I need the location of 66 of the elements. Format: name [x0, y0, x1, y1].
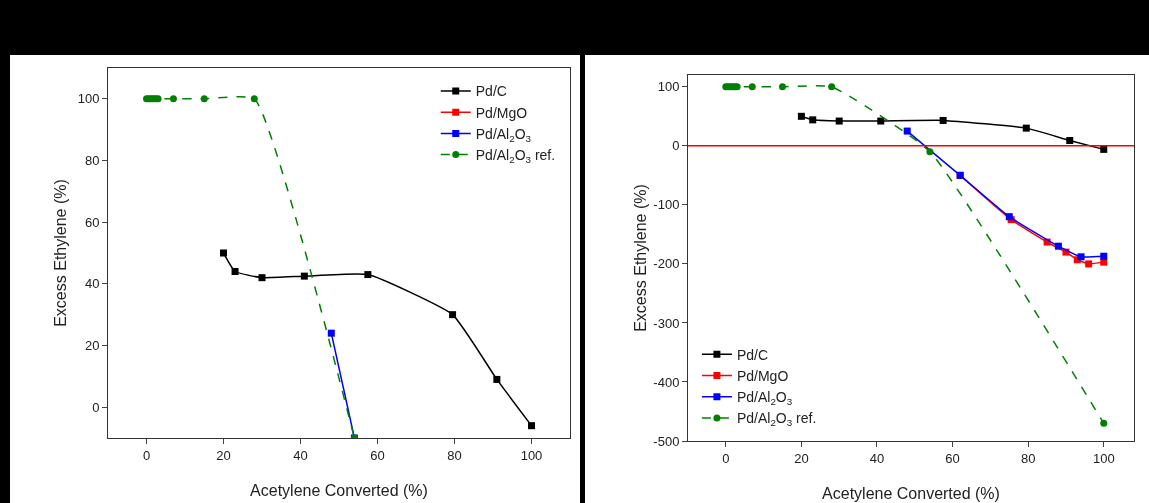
point: [835, 117, 843, 125]
point: [449, 311, 457, 319]
legend-label: Pd/MgO: [736, 367, 789, 384]
point: [1085, 260, 1093, 268]
point: [1100, 252, 1108, 260]
x-tick-label: 0: [722, 450, 730, 466]
point: [828, 83, 836, 91]
point: [1077, 253, 1085, 261]
x-tick-label: 20: [216, 447, 231, 463]
legend-label: Pd/Al$_{2}$O$_{3}$ ref.: [736, 410, 817, 429]
x-tick-label: 20: [794, 450, 809, 466]
legend-label: Pd/C: [736, 346, 769, 363]
y-tick-label: 0: [92, 399, 100, 415]
point: [258, 274, 266, 282]
x-tick-label: 80: [447, 447, 462, 463]
y-tick-label: -200: [653, 256, 680, 272]
legend-label: Pd/Al$_{2}$O$_{3}$ ref.: [475, 147, 556, 165]
x-tick-label: 100: [520, 447, 543, 463]
x-tick-label: 80: [1020, 450, 1036, 466]
point: [809, 116, 817, 124]
point: [300, 272, 308, 280]
x-tick-label: 0: [142, 447, 151, 463]
y-axis-title: Excess Ethylene (%): [52, 179, 69, 327]
y-axis-title: Excess Ethylene (%): [632, 184, 649, 332]
x-tick-label: 40: [293, 447, 308, 463]
y-tick-label: 40: [84, 276, 100, 292]
point: [364, 271, 372, 279]
y-tick-label: -500: [653, 433, 680, 449]
x-axis-title: Acetylene Converted (%): [822, 485, 1000, 502]
y-tick-label: -100: [653, 197, 680, 213]
legend-label: Pd/Al$_{2}$O$_{3}$: [475, 125, 532, 144]
point: [926, 148, 934, 156]
point: [1054, 242, 1062, 250]
point: [939, 116, 947, 124]
point: [1100, 419, 1108, 427]
point: [220, 249, 227, 257]
point: [748, 83, 756, 91]
point: [493, 375, 501, 383]
point: [877, 117, 885, 125]
y-tick-label: -400: [653, 374, 680, 390]
legend-label: Pd/Al$_{2}$O$_{3}$: [736, 389, 793, 408]
y-tick-label: 0: [672, 138, 680, 154]
y-tick-label: 100: [77, 91, 100, 107]
y-tick-label: 100: [657, 79, 680, 95]
point: [200, 95, 208, 103]
point: [1022, 124, 1030, 132]
point: [528, 422, 535, 430]
y-tick-label: 20: [84, 338, 100, 354]
y-tick-label: 60: [84, 214, 100, 230]
y-tick-label: -300: [653, 315, 680, 331]
x-tick-label: 40: [869, 450, 885, 466]
point: [903, 127, 911, 135]
x-tick-label: 60: [370, 447, 385, 463]
x-tick-label: 100: [1092, 450, 1115, 466]
point: [797, 112, 805, 120]
x-tick-label: 60: [945, 450, 960, 466]
point: [231, 268, 239, 275]
point: [327, 329, 335, 337]
legend-label: Pd/C: [475, 83, 507, 100]
legend-label: Pd/MgO: [475, 104, 528, 121]
point: [169, 95, 177, 103]
point: [1066, 137, 1074, 145]
point: [250, 95, 258, 103]
y-tick-label: 80: [84, 153, 100, 169]
x-axis-title: Acetylene Converted (%): [250, 482, 428, 499]
point: [778, 83, 786, 91]
